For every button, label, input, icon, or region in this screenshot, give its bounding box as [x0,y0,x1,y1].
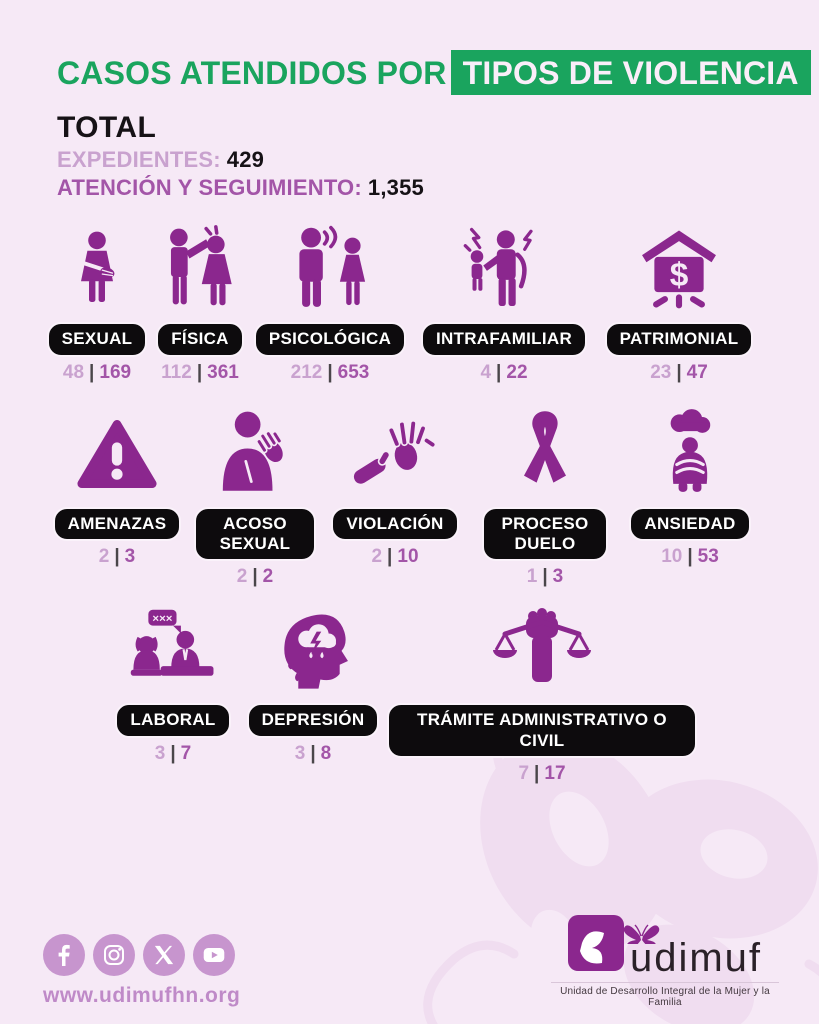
category-label: PATRIMONIAL [604,322,754,357]
expedientes-label: EXPEDIENTES: [57,147,221,173]
category-tramite: TRÁMITE ADMINISTRATIVO O CIVIL 7 | 17 [380,604,704,785]
anxiety-icon [646,408,734,500]
category-label: SEXUAL [46,322,148,357]
category-row-3: ××× LABORAL 3 | 7 [0,604,819,785]
category-counts: 2 | 2 [236,566,274,588]
udimuf-logo-tagline: Unidad de Desarrollo Integral de la Muje… [551,982,779,1008]
legal-justice-icon [492,604,592,696]
expedientes-value: 429 [226,147,265,173]
social-icons-row [43,934,240,976]
category-counts: 48 | 169 [62,361,132,383]
category-label: PROCESO DUELO [482,506,608,562]
category-counts: 1 | 3 [526,566,564,588]
category-label: ACOSO SEXUAL [194,506,316,562]
category-counts: 2 | 3 [98,545,136,567]
category-fisica: FÍSICA 112 | 361 [154,223,246,383]
atencion-label: ATENCIÓN Y SEGUIMIENTO: [57,175,362,201]
instagram-icon[interactable] [93,934,135,976]
category-violacion: VIOLACIÓN 2 | 10 [316,408,474,568]
svg-text:×××: ××× [152,613,172,625]
category-label: VIOLACIÓN [331,506,459,541]
physical-violence-icon [156,223,244,315]
category-laboral: ××× LABORAL 3 | 7 [100,604,246,764]
title-highlight: TIPOS DE VIOLENCIA [450,50,811,95]
category-label: PSICOLÓGICA [253,322,407,357]
category-counts: 3 | 8 [294,742,332,764]
atencion-total: ATENCIÓN Y SEGUIMIENTO: 1,355 [57,175,819,201]
website-link[interactable]: www.udimufhn.org [43,984,241,1007]
category-acoso-sexual: ACOSO SEXUAL 2 | 2 [194,408,316,589]
depression-icon [267,604,359,696]
category-label: FÍSICA [156,322,244,357]
totals-section: TOTAL EXPEDIENTES: 429 ATENCIÓN Y SEGUIMI… [0,95,819,201]
workplace-violence-icon: ××× [125,604,221,696]
grief-ribbon-icon [510,408,580,500]
category-label: TRÁMITE ADMINISTRATIVO O CIVIL [387,703,697,759]
youtube-icon[interactable] [193,934,235,976]
butterfly-icon [623,924,660,944]
facebook-icon[interactable] [43,934,85,976]
title-prefix: CASOS ATENDIDOS POR [57,55,447,91]
udimuf-logo-mark-icon [567,915,624,976]
category-row-2: AMENAZAS 2 | 3 [0,408,819,589]
footer-social-block: www.udimufhn.org [43,934,240,1008]
category-label: DEPRESIÓN [246,703,380,738]
atencion-value: 1,355 [367,175,424,201]
svg-text:$: $ [670,257,689,294]
page-title: CASOS ATENDIDOS POR TIPOS DE VIOLENCIA [57,50,819,95]
expedientes-total: EXPEDIENTES: 429 [57,147,819,173]
category-counts: 3 | 7 [154,742,192,764]
category-proceso-duelo: PROCESO DUELO 1 | 3 [474,408,616,589]
category-counts: 4 | 22 [480,361,528,383]
category-row-1: SEXUAL 48 | 169 [0,223,819,383]
category-psicologica: PSICOLÓGICA 212 | 653 [246,223,414,383]
header: CASOS ATENDIDOS POR TIPOS DE VIOLENCIA [0,0,819,95]
psychological-violence-icon [284,223,376,315]
rape-hands-icon [347,408,443,500]
sexual-violence-icon [57,223,137,315]
x-icon[interactable] [143,934,185,976]
category-label: AMENAZAS [52,506,182,541]
category-label: INTRAFAMILIAR [420,322,588,357]
category-counts: 2 | 10 [371,545,419,567]
sexual-harassment-icon [209,408,301,500]
category-counts: 23 | 47 [650,361,708,383]
category-amenazas: AMENAZAS 2 | 3 [40,408,194,568]
threats-warning-icon [69,408,165,500]
total-title: TOTAL [57,111,157,145]
udimuf-logo: udimuf Unidad de Desarrollo Integral de … [551,915,779,1008]
category-label: LABORAL [115,703,231,738]
category-counts: 212 | 653 [290,361,370,383]
category-sexual: SEXUAL 48 | 169 [40,223,154,383]
patrimonial-violence-icon: $ [635,223,723,315]
category-ansiedad: ANSIEDAD 10 | 53 [616,408,764,568]
category-intrafamiliar: INTRAFAMILIAR 4 | 22 [414,223,594,383]
category-counts: 10 | 53 [661,545,719,567]
category-label: ANSIEDAD [629,506,751,541]
category-depresion: DEPRESIÓN 3 | 8 [246,604,380,764]
category-counts: 7 | 17 [518,763,566,785]
category-counts: 112 | 361 [161,361,239,383]
udimuf-logo-text: udimuf [623,924,762,978]
category-patrimonial: $ PATRIMONIAL 23 | 47 [594,223,764,383]
domestic-violence-icon [457,223,551,315]
